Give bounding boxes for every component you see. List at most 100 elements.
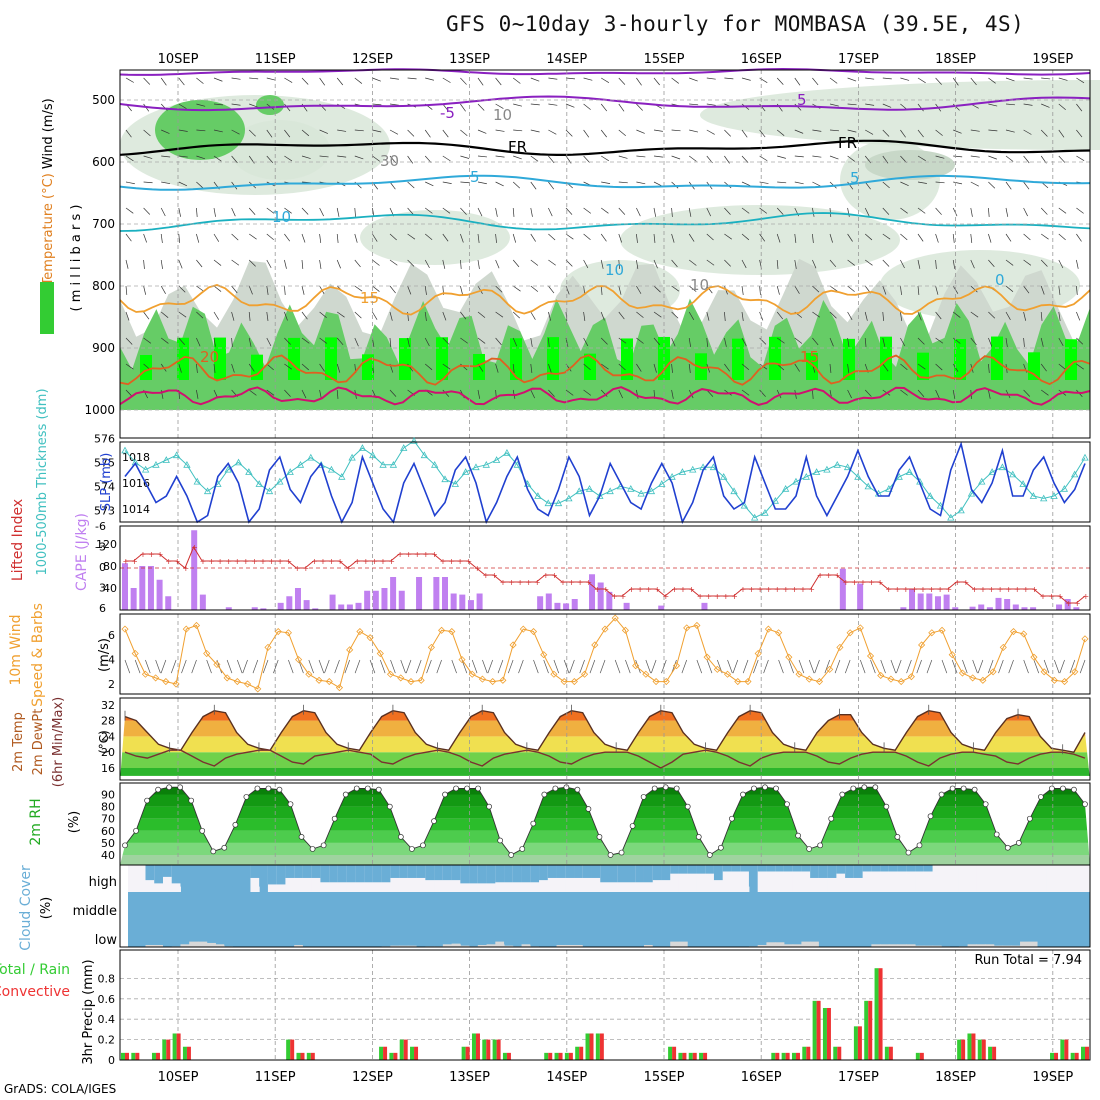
wind-speed-marker xyxy=(162,677,170,686)
lifted-index-marker: + xyxy=(671,585,678,594)
wind-barb-10m xyxy=(497,659,504,674)
wind-speed-marker xyxy=(693,621,701,630)
wind-barb xyxy=(213,103,223,106)
rh-marker xyxy=(927,813,934,820)
rh-marker xyxy=(243,794,250,800)
wind-barb xyxy=(671,337,676,347)
wind-barb xyxy=(231,337,233,347)
wind-barb xyxy=(688,285,697,292)
precip-total-bar xyxy=(399,1039,404,1060)
wind-barb xyxy=(829,77,838,84)
wind-barb xyxy=(178,259,183,269)
wind-speed-marker xyxy=(182,625,190,633)
wind-barb xyxy=(882,337,886,347)
cloud-low-clear xyxy=(888,944,899,947)
wind-barb xyxy=(512,363,515,373)
cloud-low-cover xyxy=(285,920,295,947)
wind-barb xyxy=(688,311,695,320)
wind-barb xyxy=(688,337,691,347)
wind-barb xyxy=(1040,363,1047,372)
cloud-low-cover xyxy=(591,920,601,947)
wind-barb xyxy=(1076,207,1084,214)
wind-barb xyxy=(530,337,533,347)
precip-total-bar xyxy=(781,1052,786,1060)
wind-barb xyxy=(266,285,269,295)
cloud-high-clear xyxy=(967,865,977,892)
rh-marker xyxy=(596,833,603,840)
wind-barb xyxy=(301,259,304,269)
wind-barb xyxy=(741,181,751,187)
wind-barb xyxy=(196,389,199,399)
y-label-wind: Speed & Barbs xyxy=(30,603,46,707)
wind-barb xyxy=(354,285,363,292)
wind-barb xyxy=(706,207,712,217)
cloud-high-cover xyxy=(565,865,575,878)
wind-barb xyxy=(495,103,504,109)
wind-barb xyxy=(671,207,673,217)
lifted-index-marker: + xyxy=(440,557,447,566)
wind-barb xyxy=(583,389,592,396)
wind-barb-10m xyxy=(1054,659,1060,674)
wind-barb xyxy=(178,337,185,345)
wind-barb-10m xyxy=(134,659,141,674)
cloud-high-clear xyxy=(1081,865,1091,892)
wind-barb xyxy=(917,337,925,345)
rh-marker xyxy=(1004,844,1011,851)
lifted-index-marker: + xyxy=(611,592,618,601)
wind-barb xyxy=(354,259,361,268)
wind-barb xyxy=(970,259,975,269)
wind-barb xyxy=(372,129,382,133)
wind-barb xyxy=(284,129,291,138)
wind-barb-10m xyxy=(1079,659,1086,674)
thickness-marker xyxy=(224,465,232,473)
cloud-low-cover xyxy=(162,920,173,947)
wind-barb xyxy=(952,207,958,217)
wind-barb xyxy=(125,129,132,138)
wind-barb xyxy=(266,155,274,163)
wind-barb xyxy=(988,103,998,107)
wind-speed-marker xyxy=(764,625,772,633)
y-tick-wind: 6 xyxy=(108,629,115,642)
cloud-high-clear xyxy=(941,865,951,892)
cape-bar xyxy=(303,600,310,610)
y-label-temp: 2m DewPt xyxy=(31,709,46,776)
rh-bright-patch xyxy=(917,352,929,380)
wind-barb xyxy=(319,233,322,243)
cape-bar xyxy=(537,596,544,610)
wind-barb xyxy=(231,207,236,217)
wind-barb-10m xyxy=(569,659,575,674)
wind-barb xyxy=(248,337,252,347)
cape-bar xyxy=(952,607,959,610)
rh-bright-patch xyxy=(473,353,485,380)
cloud-low-cover xyxy=(154,920,164,943)
cloud-low-cover xyxy=(224,920,234,946)
cloud-high-clear xyxy=(1028,865,1039,892)
y-tick-temp: 20 xyxy=(101,746,115,759)
wind-speed-marker xyxy=(815,677,824,686)
wind-barb xyxy=(1005,337,1008,347)
wind-barb xyxy=(988,181,996,189)
cloud-high-cover xyxy=(643,865,654,883)
x-tick-bottom: 13SEP xyxy=(449,1070,490,1085)
rh-marker xyxy=(861,784,868,791)
lifted-index-marker: + xyxy=(937,585,944,594)
wind-barb xyxy=(935,259,937,269)
lifted-index-marker: + xyxy=(534,578,541,587)
wind-barb-10m xyxy=(145,659,151,674)
x-tick-bottom: 18SEP xyxy=(935,1070,976,1085)
rh-bright-patch xyxy=(769,336,781,380)
lifted-index-marker: + xyxy=(165,557,172,566)
y-tick-cloud: low xyxy=(95,933,118,948)
rh-marker xyxy=(1060,785,1066,792)
cloud-high-cover xyxy=(635,865,645,883)
wind-barb xyxy=(301,389,307,399)
thickness-marker xyxy=(978,477,986,485)
cloud-high-clear xyxy=(1020,865,1030,892)
cloud-low-cover xyxy=(932,920,942,945)
cape-bar xyxy=(658,605,665,610)
contour-label: -5 xyxy=(440,104,455,122)
cloud-high-cover xyxy=(783,865,794,872)
cloud-low-cover xyxy=(539,920,549,947)
wind-barb-10m xyxy=(1033,659,1040,674)
rh-marker xyxy=(475,785,481,792)
